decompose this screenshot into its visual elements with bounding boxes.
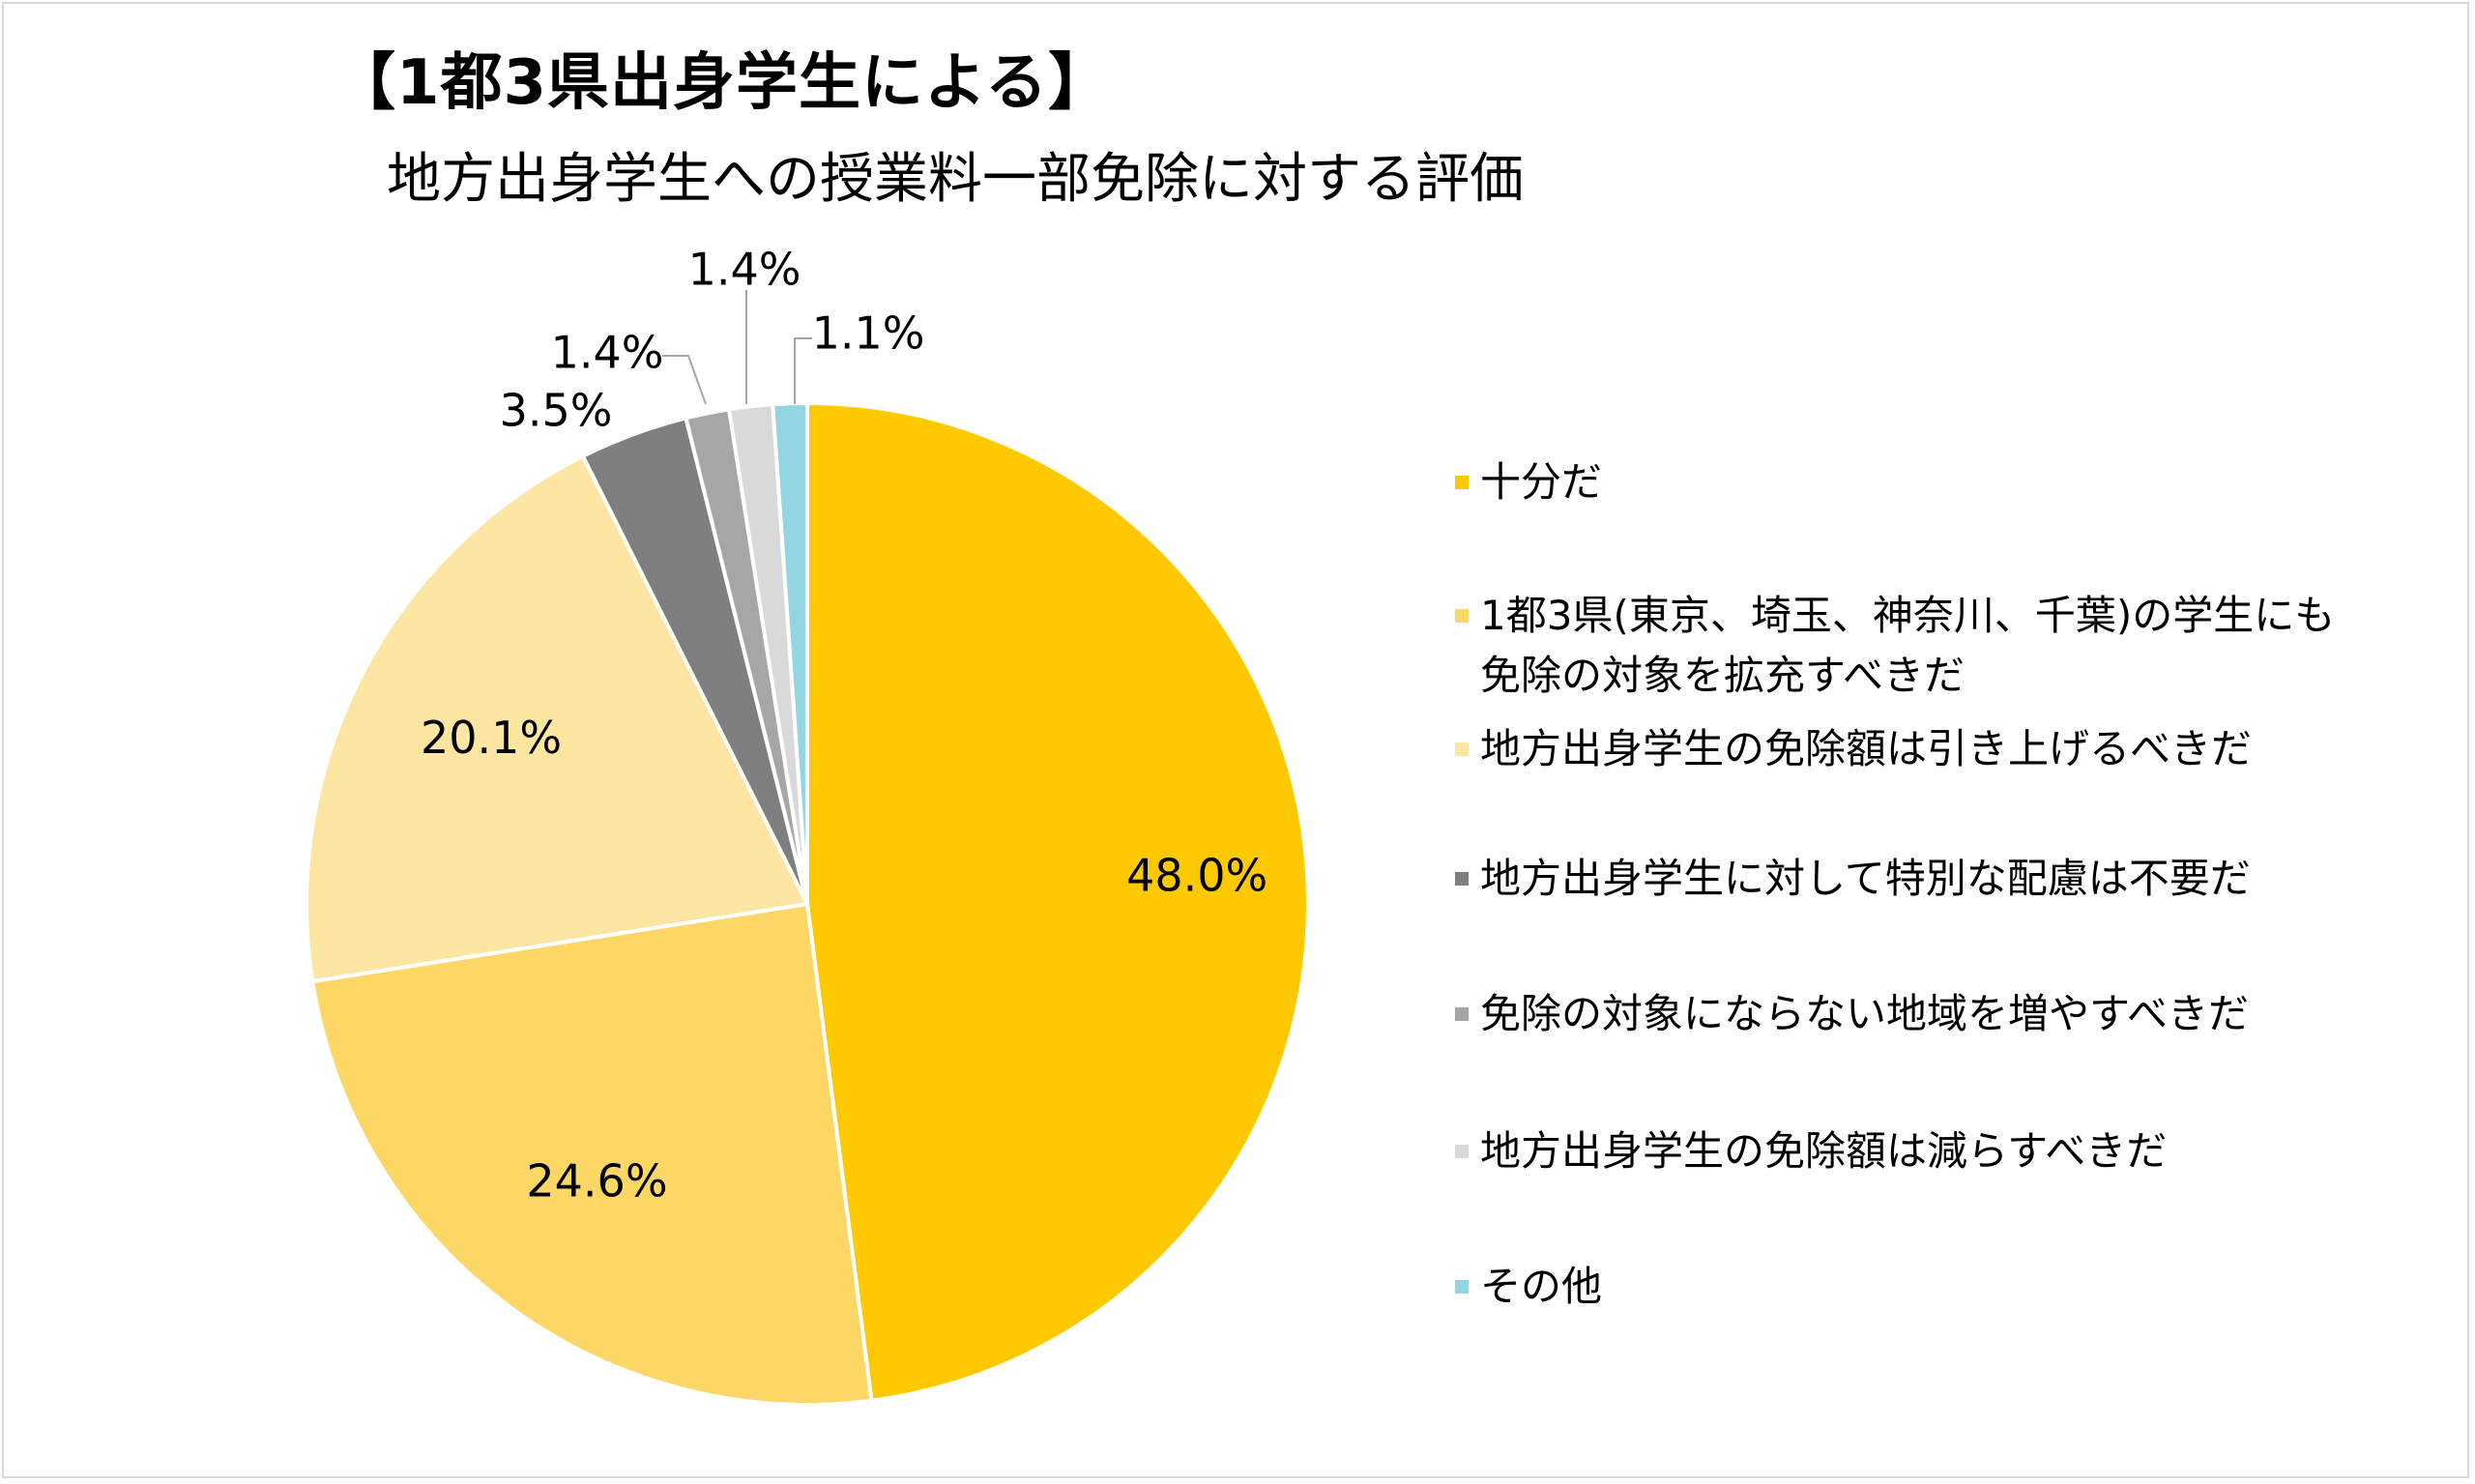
data-label: 3.5% — [500, 385, 613, 437]
legend-swatch — [1455, 872, 1469, 886]
pie-slice — [305, 453, 811, 984]
data-label: 24.6% — [526, 1155, 667, 1208]
legend-label: 免除の対象にならない地域を増やすべきだ — [1480, 990, 2250, 1037]
legend-item: 1都3県(東京、埼玉、神奈川、千葉)の学生にも 免除の対象を拡充すべきだ — [1455, 586, 2335, 706]
pie-slice — [771, 400, 809, 905]
data-label: 20.1% — [421, 712, 562, 764]
legend-item: 地方出身学生に対して特別な配慮は不要だ — [1455, 849, 2251, 909]
legend-item: 十分だ — [1455, 452, 1602, 512]
legend-swatch — [1455, 1145, 1469, 1158]
data-label: 1.4% — [551, 327, 664, 379]
data-label: 48.0% — [1126, 850, 1267, 902]
legend-label: その他 — [1480, 1263, 1603, 1310]
legend-swatch — [1455, 476, 1469, 489]
legend-item: その他 — [1455, 1257, 1602, 1317]
legend-label: 地方出身学生の免除額は減らすべきだ — [1480, 1127, 2168, 1175]
leader-line — [662, 355, 707, 405]
legend-label: 地方出身学生に対して特別な配慮は不要だ — [1480, 855, 2251, 902]
chart-subtitle: 地方出身学生への授業料一部免除に対する評価 — [387, 148, 1524, 211]
pie-slice — [805, 400, 1310, 1403]
data-label: 1.1% — [812, 307, 925, 360]
legend-swatch — [1455, 1007, 1469, 1021]
pie-slice — [309, 901, 874, 1407]
leader-line — [794, 337, 812, 404]
legend-swatch — [1455, 1280, 1469, 1294]
legend-swatch — [1455, 742, 1469, 756]
chart-title: 【1都3県出身学生による】 — [334, 47, 1112, 119]
legend-label: 十分だ — [1480, 458, 1603, 506]
data-label: 1.4% — [688, 244, 801, 296]
legend-item: 地方出身学生の免除額は引き上げるべきだ — [1455, 719, 2252, 779]
legend-item: 免除の対象にならない地域を増やすべきだ — [1455, 984, 2249, 1044]
legend-swatch — [1455, 609, 1469, 623]
legend-label: 地方出身学生の免除額は引き上げるべきだ — [1480, 725, 2253, 772]
legend-label: 1都3県(東京、埼玉、神奈川、千葉)の学生にも 免除の対象を拡充すべきだ — [1480, 592, 2336, 699]
chart-legend: 十分だ 1都3県(東京、埼玉、神奈川、千葉)の学生にも 免除の対象を拡充すべきだ地… — [1455, 0, 2451, 1484]
legend-item: 地方出身学生の免除額は減らすべきだ — [1455, 1121, 2167, 1181]
